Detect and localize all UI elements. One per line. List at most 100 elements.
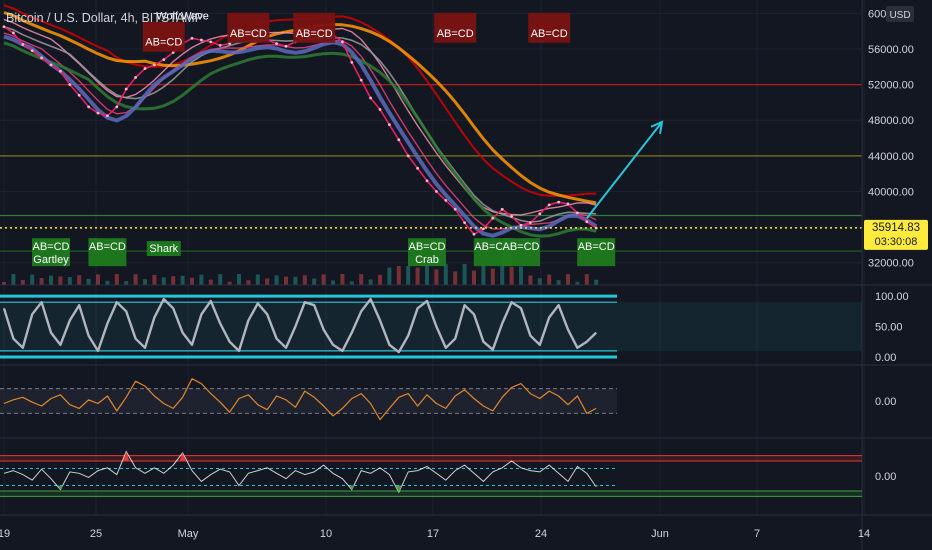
price-point [12,31,15,35]
bull-pattern-box [502,238,540,267]
volume-bar [190,277,194,285]
momentum-axis-label: 0.00 [875,471,896,483]
volume-bar [49,275,53,285]
volume-bar [519,266,523,285]
bear-pattern-label: AB=CD [437,28,474,40]
oscillator-axis-label: 0.00 [875,352,896,364]
time-axis-label: Jun [651,528,669,540]
price-point [218,44,222,47]
projection-arrowhead [650,120,664,135]
volume-bar [274,275,279,285]
price-point [124,87,128,91]
currency-badge[interactable]: USD [886,6,914,22]
volume-bar [443,264,448,285]
momentum-trough [395,485,402,493]
bull-pattern-label: AB=CD [89,241,126,253]
oscillator-panel: 100.00 50.00 0.00 [0,291,909,364]
price-point [453,207,457,211]
bull-pattern-box [88,238,127,267]
price-point [162,58,166,62]
time-axis-label: May [178,528,199,540]
bull-pattern-box [32,238,70,267]
price-axis-label: 52000.00 [868,80,914,92]
price-axis-label: 48000.00 [868,115,914,127]
price-tag-box [864,219,928,250]
price-point [209,40,213,44]
volume-bar [584,274,589,285]
bull-pattern-box [577,238,616,267]
volume-bar [556,280,561,285]
volume-bar [425,264,429,285]
ma-green-thick [3,41,597,238]
momentum-peak [123,451,130,462]
volume-bar [302,275,307,285]
price-point [406,154,410,158]
time-axis[interactable]: 19 25 May 10 17 24 Jun 7 14 [0,528,870,540]
bear-pattern-label: AB=CD [296,28,333,40]
bear-pattern-box [142,21,185,52]
price-point [68,83,72,87]
price-point [519,223,523,227]
volume-bar [566,274,570,285]
volume-bar [246,280,251,285]
price-point [96,111,100,115]
projection-arrow[interactable] [586,120,664,219]
volume-bar [368,279,373,285]
volume-bar [143,279,147,285]
volume-bar [500,265,505,285]
cci-axis-label: 0.00 [875,396,896,408]
time-axis-label: 10 [320,528,332,540]
price-point [21,43,25,46]
price-point [30,49,34,53]
price-point [171,51,175,54]
price-point [576,211,579,215]
price-point [200,38,203,42]
price-point [87,105,90,109]
price-point [153,63,156,67]
bear-pattern-label: AB=CD [230,28,267,40]
price-point [566,202,570,206]
volume-bar [462,264,467,285]
volume-bar [331,280,335,285]
volume-bar [387,267,392,285]
momentum-trough [348,485,355,490]
momentum-trough [57,485,64,490]
price-point [275,42,278,46]
volume-bar [340,274,345,285]
price-point [115,105,119,109]
volume-bar [594,279,599,285]
oscillator-axis-label: 50.00 [875,322,903,334]
price-axis-label: 44000.00 [868,151,914,163]
price-point [106,114,109,118]
time-axis-label: 7 [754,528,760,540]
price-tag: 35914.83 03:30:08 [864,219,928,250]
price-point [59,69,62,73]
bear-pattern-box [293,12,336,43]
volume-bar [96,274,100,285]
volume-bar [105,280,110,285]
price-point [529,221,532,225]
projection-line [586,121,663,219]
volume-bar [199,274,204,285]
volume-bar [152,274,157,285]
price-point [397,138,401,142]
volume-bar [124,281,129,285]
bull-pattern-sublabel: Crab [415,254,439,266]
bull-pattern-label: AB=CD [578,241,615,253]
volume-bar [396,265,401,285]
time-axis-label: 14 [858,528,870,540]
price-point [378,108,382,111]
volume-bar [528,275,533,285]
volume-bar [575,281,580,285]
price-point [482,227,485,231]
volume-bar [537,278,542,285]
volume-bar [453,271,458,285]
volume-bar [67,277,72,285]
volume-bar [509,266,514,285]
momentum-line [3,450,597,494]
cci-line [3,378,597,421]
price-point [491,216,495,220]
bear-pattern-box [227,12,270,43]
